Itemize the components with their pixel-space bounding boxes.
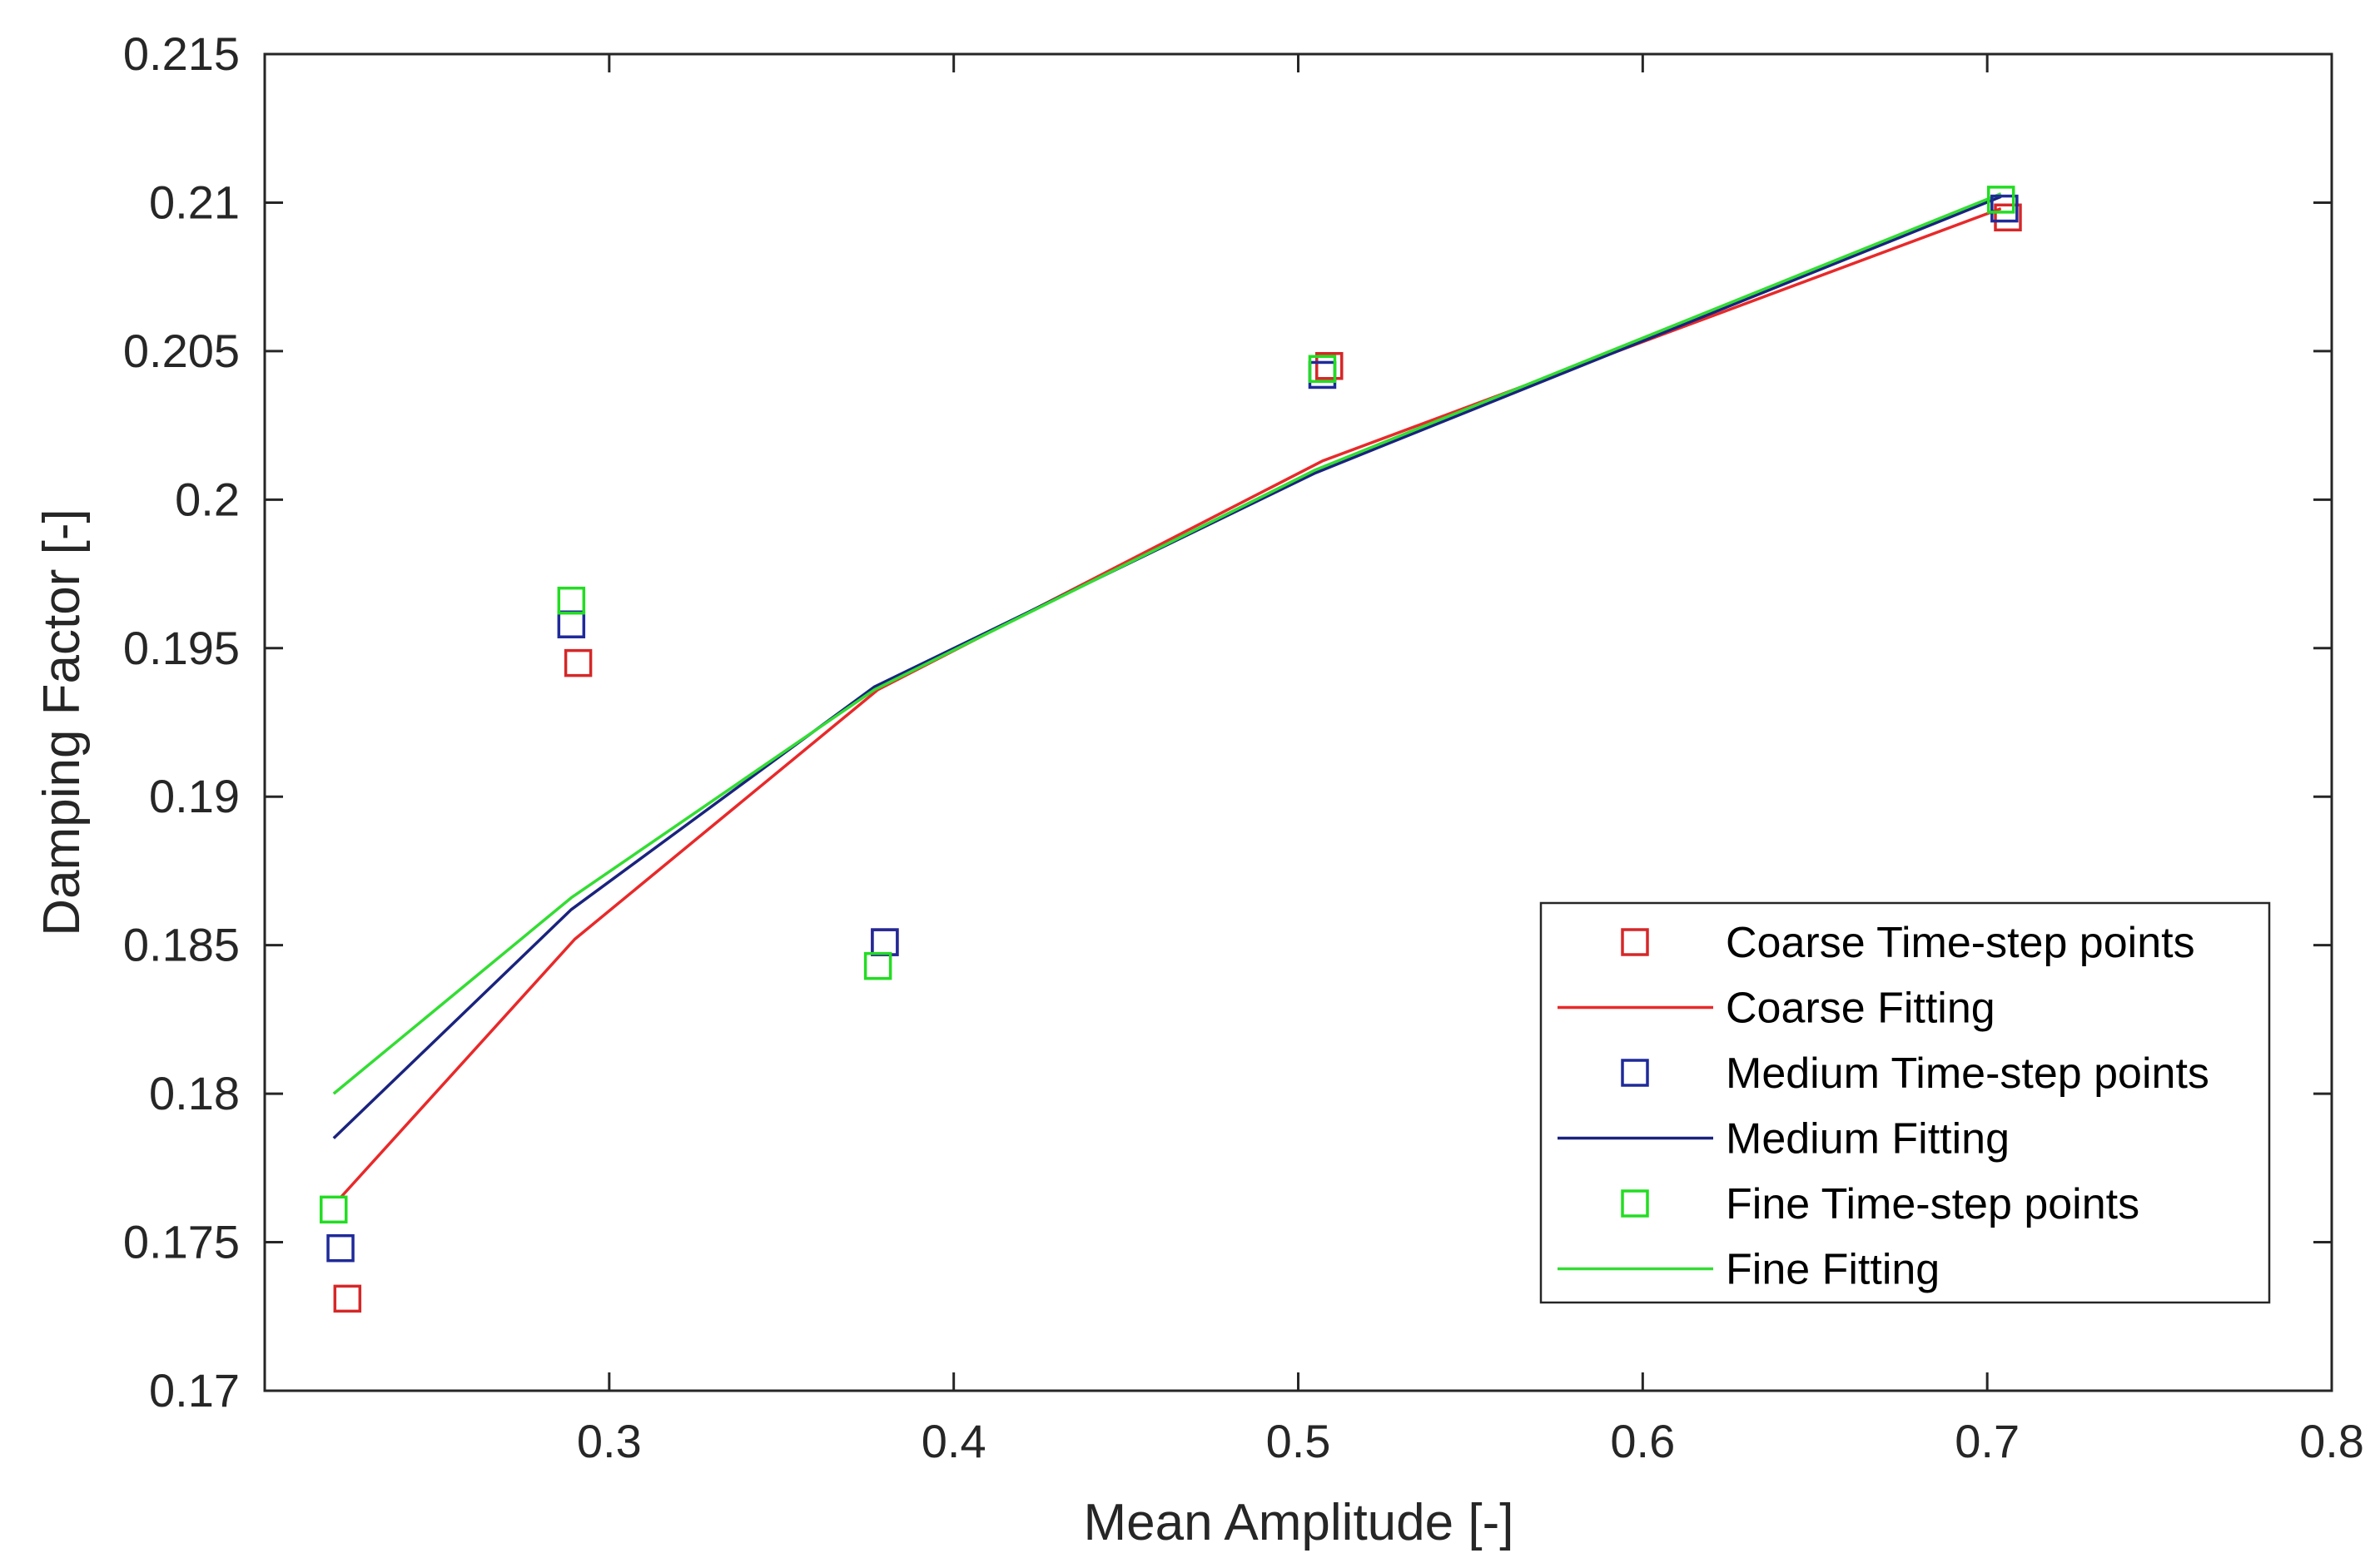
coarse-time-step-points-marker (564, 648, 593, 677)
legend: Coarse Time-step points Coarse Fitting Med… (1539, 901, 2271, 1304)
x-tick-label: 0.3 (577, 1415, 642, 1467)
legend-entry-label: Medium Time-step points (1726, 1049, 2209, 1098)
fine-fitting-line (332, 192, 2002, 1095)
x-tick-label: 0.8 (2299, 1415, 2364, 1467)
medium-time-step-points-marker (326, 1233, 355, 1263)
y-tick-label: 0.19 (149, 770, 240, 822)
y-tick-label: 0.185 (123, 919, 240, 971)
legend-entry-label: Medium Fitting (1726, 1115, 2010, 1164)
legend-entry-label: Coarse Fitting (1726, 985, 1995, 1033)
x-axis-title: Mean Amplitude [-] (1084, 1494, 1514, 1551)
legend-entry-label: Fine Fitting (1726, 1246, 1940, 1294)
y-tick-label: 0.195 (123, 622, 240, 674)
fine-time-step-points-marker (1308, 355, 1337, 384)
data-markers (320, 186, 2022, 1313)
legend-marker-swatch (1621, 1059, 1649, 1087)
y-tick-label: 0.21 (149, 176, 240, 228)
y-tick-label: 0.17 (149, 1364, 240, 1417)
x-tick-label: 0.7 (1955, 1415, 2020, 1467)
x-tick-label: 0.6 (1610, 1415, 1675, 1467)
legend-entry-label: Coarse Time-step points (1726, 919, 2195, 967)
medium-time-step-points-marker (1990, 194, 2019, 223)
axis-ticks: 0.3 0.4 0.5 0.6 0.7 0.8 0.17 0.175 0.18 0.185 0.19… (123, 27, 2364, 1467)
legend-marker-swatch (1621, 928, 1649, 956)
fine-time-step-points-marker (320, 1195, 348, 1224)
coarse-time-step-points-marker (1314, 351, 1344, 380)
x-tick-label: 0.4 (922, 1415, 986, 1467)
legend-box (1539, 901, 2271, 1304)
y-tick-label: 0.205 (123, 325, 240, 377)
y-tick-label: 0.175 (123, 1216, 240, 1268)
x-tick-label: 0.5 (1266, 1415, 1331, 1467)
y-tick-label: 0.18 (149, 1067, 240, 1119)
fine-time-step-points-marker (557, 586, 586, 615)
coarse-time-step-points-marker (333, 1284, 362, 1313)
fine-time-step-points-marker (863, 951, 892, 980)
coarse-time-step-points-marker (1994, 203, 2022, 232)
y-axis-title: Damping Factor [-] (33, 509, 91, 935)
legend-entry-label: Fine Time-step points (1726, 1180, 2139, 1228)
legend-marker-swatch (1621, 1189, 1649, 1218)
y-tick-label: 0.2 (175, 473, 240, 525)
fit-lines (332, 192, 2002, 1199)
y-tick-label: 0.215 (123, 27, 240, 80)
fine-time-step-points-marker (1986, 186, 2015, 214)
medium-fitting-line (332, 195, 2002, 1139)
